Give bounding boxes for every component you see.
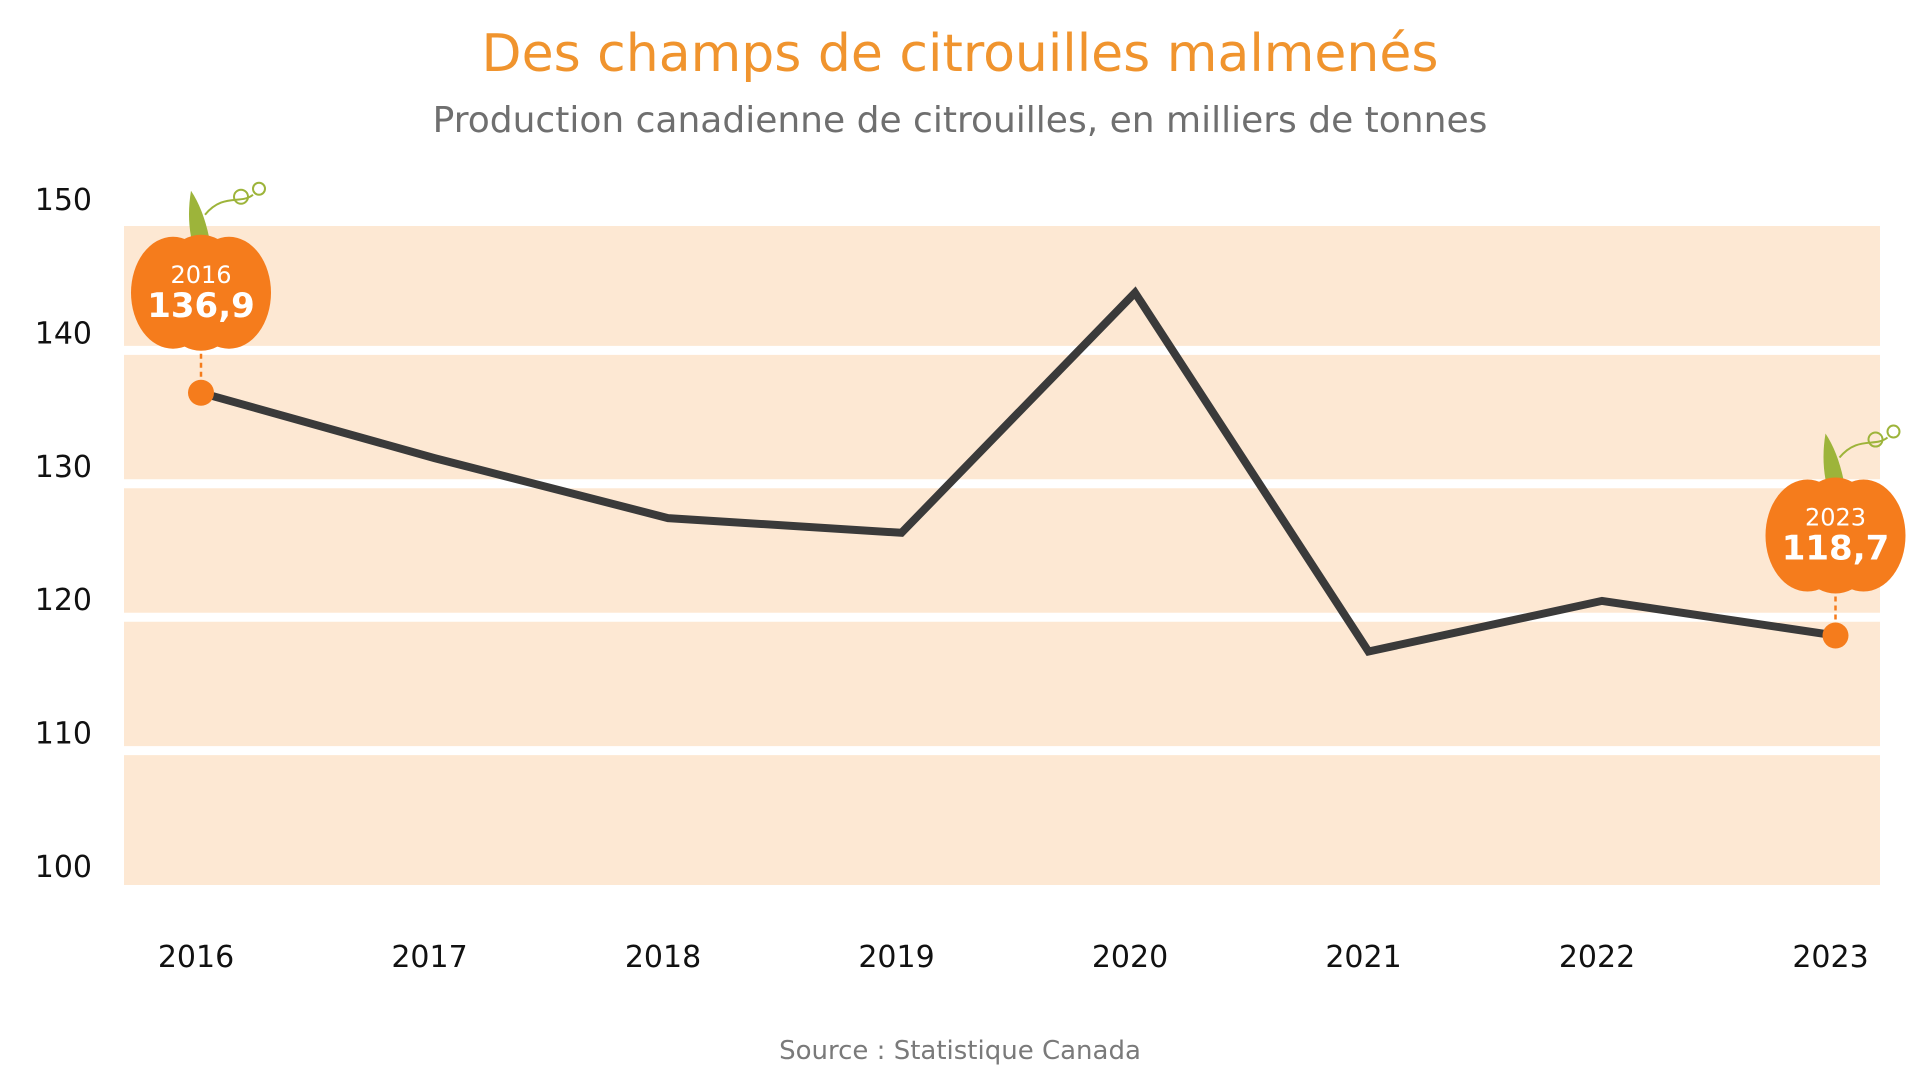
chart-source: Source : Statistique Canada: [779, 1036, 1141, 1066]
stem-icon: [189, 190, 209, 237]
callout-year: 2016: [170, 261, 231, 289]
x-tick-label: 2023: [1792, 940, 1868, 975]
x-tick-label: 2021: [1325, 940, 1401, 975]
data-point-marker: [1822, 622, 1849, 649]
y-tick-label: 120: [35, 583, 92, 618]
x-tick-label: 2018: [625, 940, 701, 975]
callout-value: 118,7: [1782, 529, 1890, 569]
y-tick-label: 130: [35, 450, 92, 485]
data-point-marker: [188, 379, 214, 406]
series-line: [199, 286, 1837, 656]
chart-subtitle: Production canadienne de citrouilles, en…: [432, 100, 1488, 141]
x-tick-label: 2020: [1092, 940, 1168, 975]
callout-year: 2023: [1805, 504, 1866, 532]
stem-icon: [1823, 433, 1844, 480]
x-axis: 2016 2017 2018 2019 2020 2021 2022 2023: [158, 940, 1869, 975]
plot-band: [124, 226, 1880, 885]
x-tick-label: 2019: [858, 940, 934, 975]
pumpkin-icon: [1791, 477, 1880, 594]
vine-icon: [1838, 436, 1889, 459]
vine-icon: [204, 193, 254, 216]
plot-background: [124, 226, 1880, 885]
x-tick-label: 2022: [1559, 940, 1635, 975]
x-tick-label: 2016: [158, 940, 234, 975]
vine-curl-icon: [233, 188, 249, 205]
vine-curl-icon: [1886, 424, 1901, 439]
vine-curl-icon: [1867, 431, 1884, 448]
y-tick-label: 110: [35, 717, 92, 752]
chart-title: Des champs de citrouilles malmenés: [481, 24, 1439, 84]
y-axis: 100 110 120 130 140 150: [35, 183, 92, 885]
y-tick-label: 100: [35, 850, 92, 885]
x-tick-label: 2017: [391, 940, 467, 975]
y-tick-label: 150: [35, 183, 92, 218]
callout-value: 136,9: [147, 286, 255, 326]
pumpkin-icon: [157, 234, 245, 351]
vine-curl-icon: [252, 181, 266, 196]
y-tick-label: 140: [35, 316, 92, 351]
